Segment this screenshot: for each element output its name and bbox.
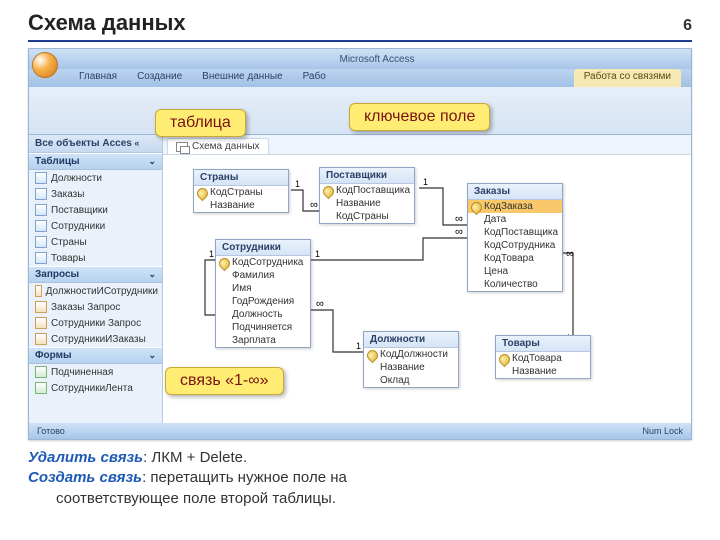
query-icon — [35, 301, 47, 313]
form-icon — [35, 382, 47, 394]
nav-group-header[interactable]: Формы⌄ — [29, 347, 162, 364]
db-table[interactable]: СтраныКодСтраныНазвание — [193, 169, 289, 213]
db-field[interactable]: КодЗаказа — [468, 200, 562, 213]
db-field[interactable]: КодСтраны — [194, 186, 288, 199]
nav-item[interactable]: Должности — [29, 170, 162, 186]
db-table-header[interactable]: Поставщики — [320, 168, 414, 184]
db-table-header[interactable]: Страны — [194, 170, 288, 186]
status-bar: Готово Num Lock — [29, 423, 691, 439]
ribbon-tab[interactable]: Рабо — [293, 69, 336, 87]
db-field[interactable]: Должность — [216, 308, 310, 321]
db-field[interactable]: Название — [496, 365, 590, 378]
db-field[interactable]: Оклад — [364, 374, 458, 387]
nav-item[interactable]: Поставщики — [29, 202, 162, 218]
nav-group-header[interactable]: Таблицы⌄ — [29, 153, 162, 170]
svg-text:1: 1 — [295, 179, 300, 189]
db-field[interactable]: Название — [320, 197, 414, 210]
form-icon — [35, 366, 47, 378]
svg-text:∞: ∞ — [455, 226, 463, 238]
query-icon — [35, 317, 47, 329]
db-field[interactable]: КодДолжности — [364, 348, 458, 361]
ribbon-tab[interactable]: Внешние данные — [192, 69, 292, 87]
db-field[interactable]: ГодРождения — [216, 295, 310, 308]
slide-notes: Удалить связь: ЛКМ + Delete. Создать свя… — [28, 448, 692, 509]
ribbon-tabs: Главная Создание Внешние данные Рабо Раб… — [29, 69, 691, 87]
svg-text:∞: ∞ — [566, 248, 574, 260]
callout-link: связь «1-∞» — [165, 367, 284, 395]
query-icon — [35, 285, 42, 297]
status-right: Num Lock — [642, 426, 683, 436]
db-table-header[interactable]: Товары — [496, 336, 590, 352]
svg-text:1: 1 — [315, 249, 320, 259]
db-table[interactable]: ТоварыКодТовараНазвание — [495, 335, 591, 379]
nav-item[interactable]: Сотрудники Запрос — [29, 315, 162, 331]
db-field[interactable]: КодПоставщика — [468, 226, 562, 239]
ribbon-ctx-tab[interactable]: Работа со связями — [574, 69, 681, 87]
db-field[interactable]: Фамилия — [216, 269, 310, 282]
query-icon — [35, 333, 47, 345]
db-field[interactable]: Название — [364, 361, 458, 374]
slide-title: Схема данных — [28, 10, 186, 36]
db-table[interactable]: ДолжностиКодДолжностиНазваниеОклад — [363, 331, 459, 388]
db-field[interactable]: КодТовара — [496, 352, 590, 365]
nav-item[interactable]: Сотрудники — [29, 218, 162, 234]
office-orb[interactable] — [32, 52, 58, 78]
svg-text:1: 1 — [356, 341, 361, 351]
table-icon — [35, 188, 47, 200]
db-field[interactable]: КодСтраны — [320, 210, 414, 223]
db-table[interactable]: ПоставщикиКодПоставщикаНазваниеКодСтраны — [319, 167, 415, 224]
nav-item[interactable]: Подчиненная — [29, 364, 162, 380]
access-window: Microsoft Access Главная Создание Внешни… — [28, 48, 692, 440]
table-icon — [35, 236, 47, 248]
nav-item[interactable]: СотрудникиЛента — [29, 380, 162, 396]
db-field[interactable]: Название — [194, 199, 288, 212]
svg-text:∞: ∞ — [316, 298, 324, 310]
db-field[interactable]: КодСотрудника — [216, 256, 310, 269]
nav-group-header[interactable]: Запросы⌄ — [29, 266, 162, 283]
db-table-header[interactable]: Сотрудники — [216, 240, 310, 256]
svg-text:1: 1 — [209, 249, 214, 259]
nav-item[interactable]: СотрудникиИЗаказы — [29, 331, 162, 347]
table-icon — [35, 172, 47, 184]
ribbon-tab[interactable]: Главная — [69, 69, 127, 87]
svg-text:1: 1 — [423, 177, 428, 187]
nav-item[interactable]: Заказы Запрос — [29, 299, 162, 315]
db-table[interactable]: СотрудникиКодСотрудникаФамилияИмяГодРожд… — [215, 239, 311, 348]
db-field[interactable]: Имя — [216, 282, 310, 295]
db-field[interactable]: КодТовара — [468, 252, 562, 265]
nav-title[interactable]: Все объекты Acces « — [29, 135, 162, 153]
nav-item[interactable]: Страны — [29, 234, 162, 250]
db-field[interactable]: Подчиняется — [216, 321, 310, 334]
db-field[interactable]: Зарплата — [216, 334, 310, 347]
ribbon-tab[interactable]: Создание — [127, 69, 192, 87]
nav-item[interactable]: Заказы — [29, 186, 162, 202]
db-field[interactable]: Дата — [468, 213, 562, 226]
svg-text:∞: ∞ — [310, 199, 318, 211]
db-field[interactable]: КодСотрудника — [468, 239, 562, 252]
table-icon — [35, 204, 47, 216]
db-field[interactable]: Цена — [468, 265, 562, 278]
table-icon — [35, 252, 47, 264]
svg-text:∞: ∞ — [455, 213, 463, 225]
doc-tab[interactable]: Схема данных — [167, 138, 269, 154]
app-name: Microsoft Access — [63, 54, 691, 65]
db-field[interactable]: КодПоставщика — [320, 184, 414, 197]
nav-pane: Все объекты Acces « Таблицы⌄ДолжностиЗак… — [29, 135, 163, 423]
callout-keyfield: ключевое поле — [349, 103, 490, 131]
slide-number: 6 — [683, 17, 692, 35]
db-table-header[interactable]: Заказы — [468, 184, 562, 200]
db-table-header[interactable]: Должности — [364, 332, 458, 348]
table-icon — [35, 220, 47, 232]
nav-item[interactable]: ДолжностиИСотрудники — [29, 283, 162, 299]
titlebar: Microsoft Access — [29, 49, 691, 69]
db-table[interactable]: ЗаказыКодЗаказаДатаКодПоставщикаКодСотру… — [467, 183, 563, 292]
notes-create-label: Создать связь — [28, 469, 142, 486]
callout-table: таблица — [155, 109, 246, 137]
nav-item[interactable]: Товары — [29, 250, 162, 266]
relations-icon — [176, 142, 188, 152]
notes-delete-label: Удалить связь — [28, 449, 143, 466]
db-field[interactable]: Количество — [468, 278, 562, 291]
status-left: Готово — [37, 426, 65, 436]
